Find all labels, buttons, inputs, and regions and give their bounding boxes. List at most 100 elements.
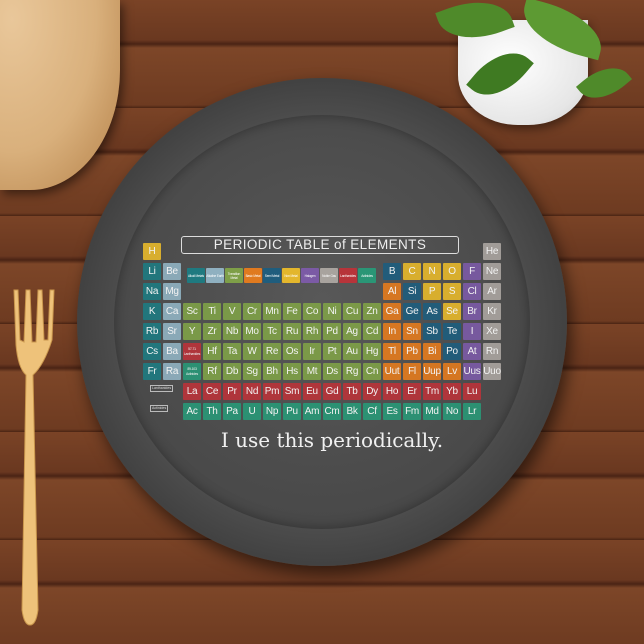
element-ac: Ac <box>183 403 201 420</box>
element-ir: Ir <box>303 343 321 360</box>
element-db: Db <box>223 363 241 380</box>
element-nb: Nb <box>223 323 241 340</box>
element-rn: Rn <box>483 343 501 360</box>
element-os: Os <box>283 343 301 360</box>
element-ge: Ge <box>403 303 421 320</box>
caption: I use this periodically. <box>220 428 444 452</box>
legend-nonmetal: Non Metal <box>282 268 300 283</box>
element-cl: Cl <box>463 283 481 300</box>
element-np: Np <box>263 403 281 420</box>
element-rg: Rg <box>343 363 361 380</box>
element-eu: Eu <box>303 383 321 400</box>
element-na: Na <box>143 283 161 300</box>
legend-lanthanide: Lanthanides <box>339 268 357 283</box>
element-fe: Fe <box>283 303 301 320</box>
element-v: V <box>223 303 241 320</box>
legend-halogen: Halogen <box>301 268 319 283</box>
element-lv: Lv <box>443 363 461 380</box>
element-zn: Zn <box>363 303 381 320</box>
element-ba: Ba <box>163 343 181 360</box>
element-fr: Fr <box>143 363 161 380</box>
element-tl: Tl <box>383 343 401 360</box>
element-rb: Rb <box>143 323 161 340</box>
element-th: Th <box>203 403 221 420</box>
legend-alkali: Alkali Metals <box>187 268 205 283</box>
legend-noble: Noble Gas <box>320 268 338 283</box>
element-n: N <box>423 263 441 280</box>
element-tm: Tm <box>423 383 441 400</box>
element-s: S <box>443 283 461 300</box>
element-ag: Ag <box>343 323 361 340</box>
element-hg: Hg <box>363 343 381 360</box>
legend-basic: Basic Metal <box>244 268 262 283</box>
element-uup: Uup <box>423 363 441 380</box>
element-pr: Pr <box>223 383 241 400</box>
element-re: Re <box>263 343 281 360</box>
element-lu: Lu <box>463 383 481 400</box>
element-po: Po <box>443 343 461 360</box>
element-pt: Pt <box>323 343 341 360</box>
element-h: H <box>143 243 161 260</box>
element-ar: Ar <box>483 283 501 300</box>
table-title: PERIODIC TABLE of ELEMENTS <box>181 236 459 254</box>
element-ti: Ti <box>203 303 221 320</box>
element-89-103: 89-103 Actinides <box>183 363 201 380</box>
element-ca: Ca <box>163 303 181 320</box>
element-pd: Pd <box>323 323 341 340</box>
element-si: Si <box>403 283 421 300</box>
element-be: Be <box>163 263 181 280</box>
element-yb: Yb <box>443 383 461 400</box>
element-ds: Ds <box>323 363 341 380</box>
element-ga: Ga <box>383 303 401 320</box>
element-lr: Lr <box>463 403 481 420</box>
element-tc: Tc <box>263 323 281 340</box>
element-cu: Cu <box>343 303 361 320</box>
element-am: Am <box>303 403 321 420</box>
element-mo: Mo <box>243 323 261 340</box>
element-tb: Tb <box>343 383 361 400</box>
element-as: As <box>423 303 441 320</box>
element-ra: Ra <box>163 363 181 380</box>
element-in: In <box>383 323 401 340</box>
element-pm: Pm <box>263 383 281 400</box>
element-sn: Sn <box>403 323 421 340</box>
plate-center <box>114 115 530 529</box>
element-cn: Cn <box>363 363 381 380</box>
element-cf: Cf <box>363 403 381 420</box>
element-rf: Rf <box>203 363 221 380</box>
element-sg: Sg <box>243 363 261 380</box>
element-la: La <box>183 383 201 400</box>
element-bh: Bh <box>263 363 281 380</box>
element-bk: Bk <box>343 403 361 420</box>
element-au: Au <box>343 343 361 360</box>
element-no: No <box>443 403 461 420</box>
element-pa: Pa <box>223 403 241 420</box>
element-cd: Cd <box>363 323 381 340</box>
legend-transition: Transition Metal <box>225 268 243 283</box>
element-bi: Bi <box>423 343 441 360</box>
element-er: Er <box>403 383 421 400</box>
element-dy: Dy <box>363 383 381 400</box>
element-xe: Xe <box>483 323 501 340</box>
element-ru: Ru <box>283 323 301 340</box>
element-es: Es <box>383 403 401 420</box>
element-nd: Nd <box>243 383 261 400</box>
element-fm: Fm <box>403 403 421 420</box>
element-cm: Cm <box>323 403 341 420</box>
legend-semi: Semi Metal <box>263 268 281 283</box>
lanthanides-label: Lanthanides <box>150 385 174 392</box>
element-zr: Zr <box>203 323 221 340</box>
element-uuo: Uuo <box>483 363 501 380</box>
legend-actinide: Actinides <box>358 268 376 283</box>
element-c: C <box>403 263 421 280</box>
element-uus: Uus <box>463 363 481 380</box>
element-kr: Kr <box>483 303 501 320</box>
element-ho: Ho <box>383 383 401 400</box>
element-he: He <box>483 243 501 260</box>
element-fl: Fl <box>403 363 421 380</box>
element-f: F <box>463 263 481 280</box>
element-md: Md <box>423 403 441 420</box>
element-mg: Mg <box>163 283 181 300</box>
element-gd: Gd <box>323 383 341 400</box>
